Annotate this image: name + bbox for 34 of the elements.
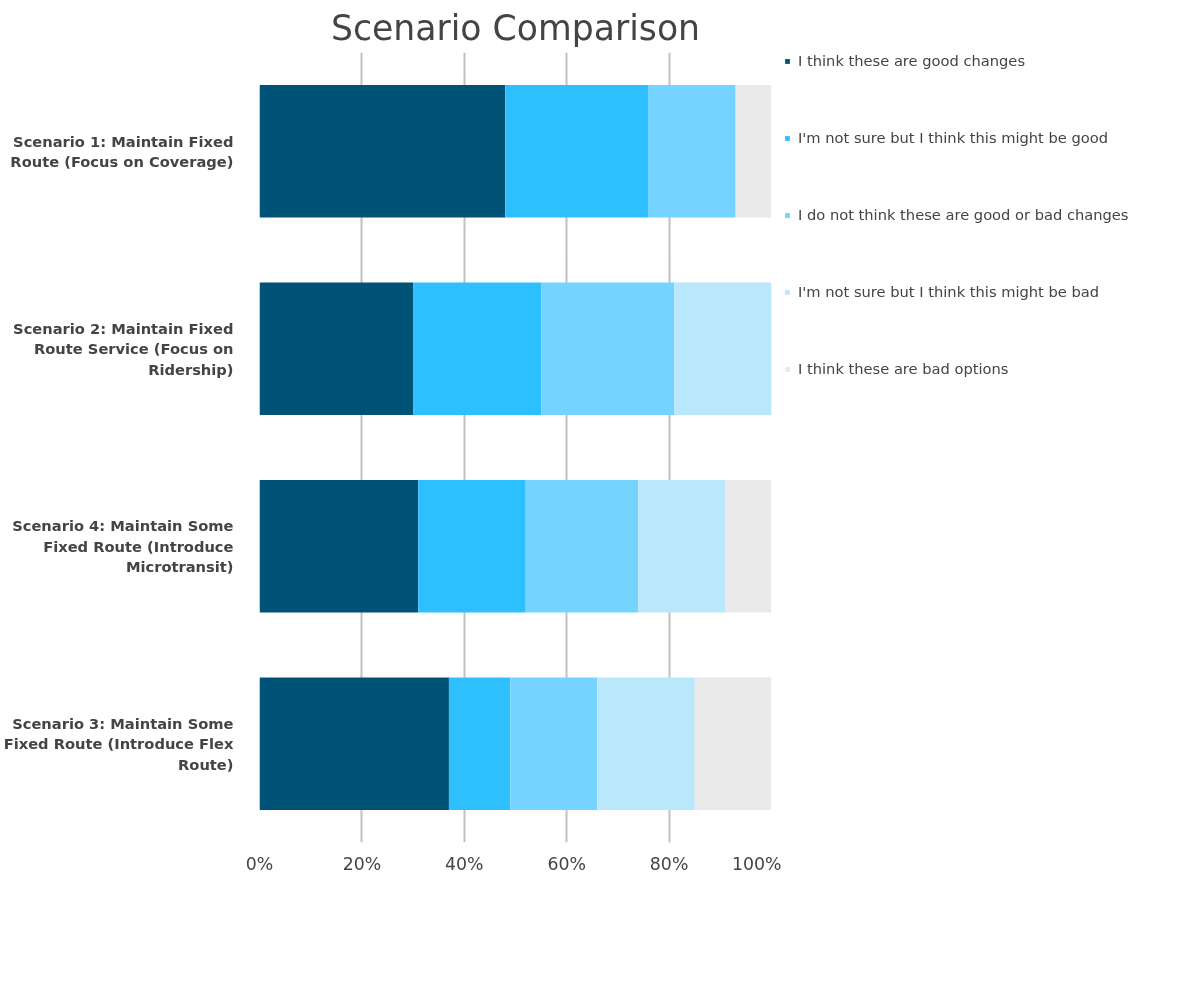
bar [597,677,695,810]
x-tick-label: 80% [649,853,689,874]
x-tick-label: 60% [547,853,586,874]
legend-label: I do not think these are good or bad changes [798,206,1129,223]
bar [648,85,736,218]
bar [735,85,772,218]
y-tick-label: Scenario 4: Maintain Some Fixed Route (Introduce Microtransit) [12,517,234,576]
chart-title: Scenario Comparison [330,7,701,48]
bar [418,480,526,613]
y-tick-label: Scenario 1: Maintain Fixed Route (Focus on Coverage) [10,132,234,170]
bar [694,677,772,810]
bar [259,282,414,415]
bar [510,677,598,810]
x-tick-label: 100% [731,853,782,874]
x-tick-label: 20% [342,853,382,874]
bar [525,480,639,613]
y-tick-label: Scenario 3: Maintain Some Fixed Route (Introduce Flex Route) [3,714,235,773]
bar [674,282,772,415]
legend-label: I'm not sure but I think this might be bad [798,283,1100,300]
legend-label: I'm not sure but I think this might be good [798,129,1109,146]
bar [725,480,772,613]
bar [505,85,649,218]
x-tick-label: 40% [445,853,484,874]
bar [413,282,542,415]
legend-label: I think these are bad options [798,360,1009,377]
bar [638,480,726,613]
bar [259,677,449,810]
y-tick-label: Scenario 2: Maintain Fixed Route Service (Focus on Ridership) [13,319,234,378]
bar [448,677,511,810]
legend-label: I think these are good changes [798,52,1026,69]
bar [259,85,506,218]
x-tick-label: 0% [245,853,274,874]
bar [259,480,419,613]
bar [541,282,675,415]
